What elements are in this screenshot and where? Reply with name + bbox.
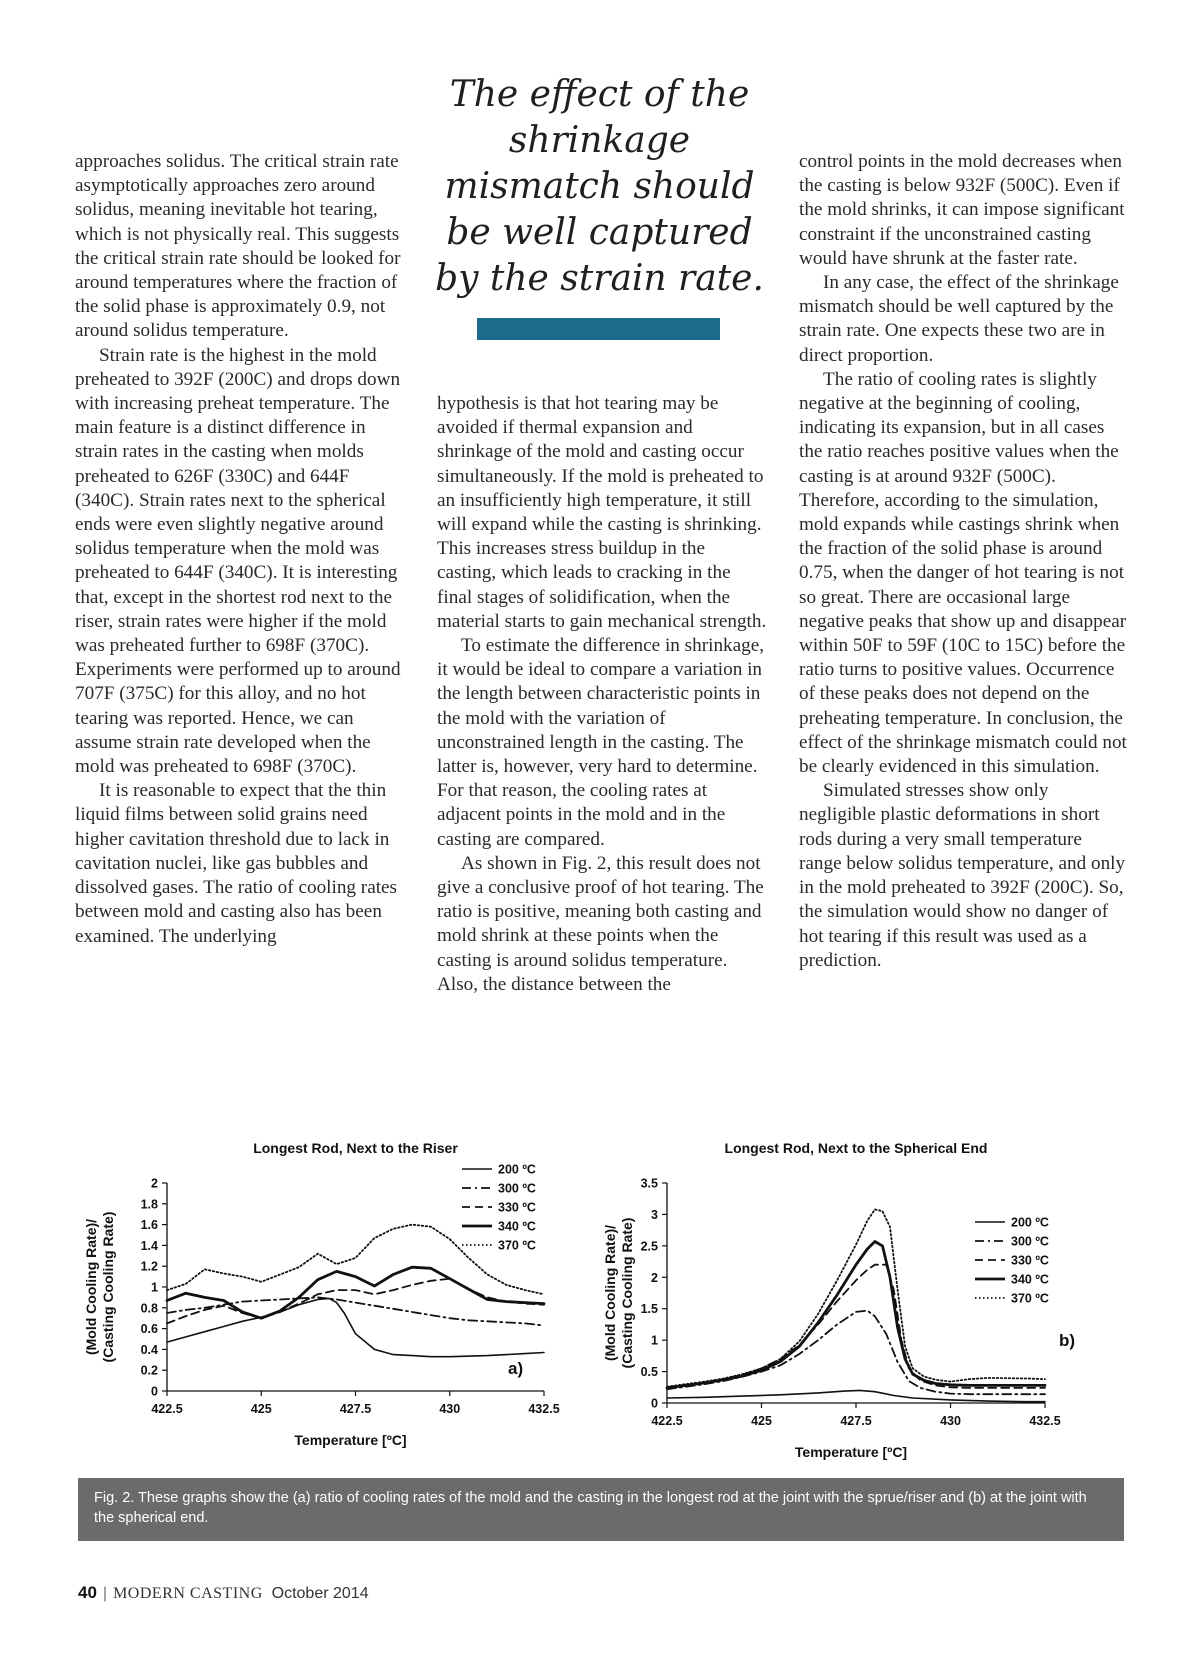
page-footer: 40 | MODERN CASTING October 2014 <box>78 1583 369 1603</box>
y-tick-label: 0 <box>151 1385 158 1399</box>
series-line <box>666 1309 1046 1396</box>
article-column-1: approaches solidus. The critical strain … <box>75 150 405 949</box>
legend-label: 330 ºC <box>1011 1254 1049 1268</box>
y-tick-label: 0.2 <box>141 1364 158 1378</box>
paragraph: It is reasonable to expect that the thin… <box>75 780 398 947</box>
y-tick-label: 1.2 <box>141 1260 158 1274</box>
paragraph: In any case, the effect of the shrinkage… <box>799 272 1119 366</box>
figure-caption: Fig. 2. These graphs show the (a) ratio … <box>78 1478 1124 1541</box>
legend-label: 340 ºC <box>1011 1273 1049 1287</box>
legend-label: 300 ºC <box>1011 1235 1049 1249</box>
paragraph: Simulated stresses show only negligible … <box>799 780 1126 971</box>
y-tick-label: 3 <box>651 1208 658 1222</box>
y-tick-label: 0.8 <box>141 1301 158 1315</box>
chart-title: Longest Rod, Next to the Riser <box>253 1140 458 1156</box>
paragraph: hypothesis is that hot tearing may be av… <box>437 393 767 632</box>
series-line <box>165 1265 546 1320</box>
series-line <box>666 1263 1046 1389</box>
series-line <box>665 1240 1047 1390</box>
y-tick-label: 1.4 <box>141 1239 158 1253</box>
page-number: 40 <box>78 1583 97 1602</box>
y-axis-label: (Casting Cooling Rate) <box>619 1218 635 1369</box>
series-line <box>666 1208 1046 1388</box>
y-tick-label: 2 <box>651 1271 658 1285</box>
paragraph: approaches solidus. The critical strain … <box>75 151 401 342</box>
paragraph: As shown in Fig. 2, this result does not… <box>437 852 764 995</box>
y-axis-label: (Mold Cooling Rate)/ <box>83 1219 99 1355</box>
chart-spherical-end-svg: Longest Rod, Next to the Spherical End 0 0… <box>602 1140 1075 1460</box>
legend-label: 200 ºC <box>498 1163 536 1177</box>
footer-separator: | <box>102 1585 108 1602</box>
series-line <box>166 1297 545 1358</box>
x-tick-label: 432.5 <box>1029 1414 1060 1428</box>
x-tick-label: 430 <box>439 1402 460 1416</box>
pull-quote-accent-bar <box>477 318 720 340</box>
x-tick-label: 427.5 <box>840 1414 871 1428</box>
chart-title: Longest Rod, Next to the Spherical End <box>725 1140 988 1156</box>
panel-label: b) <box>1059 1331 1075 1350</box>
y-tick-label: 1.8 <box>141 1197 158 1211</box>
chart-riser-svg: Longest Rod, Next to the Riser 0 0.2 0.4 0.6… <box>83 1140 560 1448</box>
chart-spherical-end: Longest Rod, Next to the Spherical End 0 0… <box>602 1133 1120 1463</box>
x-tick-label: 425 <box>251 1402 272 1416</box>
y-tick-label: 0 <box>651 1397 658 1411</box>
y-tick-label: 2.5 <box>641 1239 658 1253</box>
paragraph: Strain rate is the highest in the mold p… <box>75 344 401 778</box>
x-axis-label: Temperature [ºC] <box>294 1432 406 1448</box>
y-tick-label: 2 <box>151 1177 158 1191</box>
issue-date: October 2014 <box>271 1585 369 1602</box>
legend-label: 370 ºC <box>1011 1292 1049 1306</box>
paragraph: control points in the mold decreases whe… <box>799 151 1125 269</box>
x-tick-label: 425 <box>751 1414 772 1428</box>
article-column-2: hypothesis is that hot tearing may be av… <box>437 392 767 997</box>
paragraph: The ratio of cooling rates is slightly n… <box>799 368 1127 778</box>
y-tick-label: 0.5 <box>641 1365 658 1379</box>
y-tick-label: 3.5 <box>641 1177 658 1191</box>
y-tick-label: 1.5 <box>641 1302 658 1316</box>
y-tick-label: 0.6 <box>141 1322 158 1336</box>
x-tick-label: 422.5 <box>151 1402 182 1416</box>
x-tick-label: 432.5 <box>528 1402 559 1416</box>
chart-riser: Longest Rod, Next to the Riser 0 0.2 0.4 0.6… <box>80 1133 600 1463</box>
legend-label: 370 ºC <box>498 1239 536 1253</box>
legend-label: 340 ºC <box>498 1220 536 1234</box>
y-tick-label: 1 <box>651 1334 658 1348</box>
figure-caption-text: Fig. 2. These graphs show the (a) ratio … <box>94 1490 1087 1526</box>
series-line <box>666 1389 1046 1403</box>
paragraph: To estimate the difference in shrinkage,… <box>437 635 765 850</box>
y-tick-label: 1 <box>151 1281 158 1295</box>
y-tick-label: 0.4 <box>141 1343 158 1357</box>
x-axis-label: Temperature [ºC] <box>795 1444 907 1460</box>
x-tick-label: 430 <box>940 1414 961 1428</box>
x-tick-label: 422.5 <box>651 1414 682 1428</box>
y-axis-label: (Casting Cooling Rate) <box>100 1212 116 1363</box>
article-column-3: control points in the mold decreases whe… <box>799 150 1129 973</box>
x-tick-label: 427.5 <box>340 1402 371 1416</box>
series-line <box>166 1223 545 1296</box>
pull-quote: The effect of the shrinkage mismatch sho… <box>435 74 764 299</box>
legend-label: 200 ºC <box>1011 1216 1049 1230</box>
panel-label: a) <box>508 1359 523 1378</box>
y-tick-label: 1.6 <box>141 1218 158 1232</box>
magazine-name: MODERN CASTING <box>113 1585 263 1602</box>
legend-label: 300 ºC <box>498 1182 536 1196</box>
y-axis-label: (Mold Cooling Rate)/ <box>605 1225 618 1361</box>
legend-label: 330 ºC <box>498 1201 536 1215</box>
